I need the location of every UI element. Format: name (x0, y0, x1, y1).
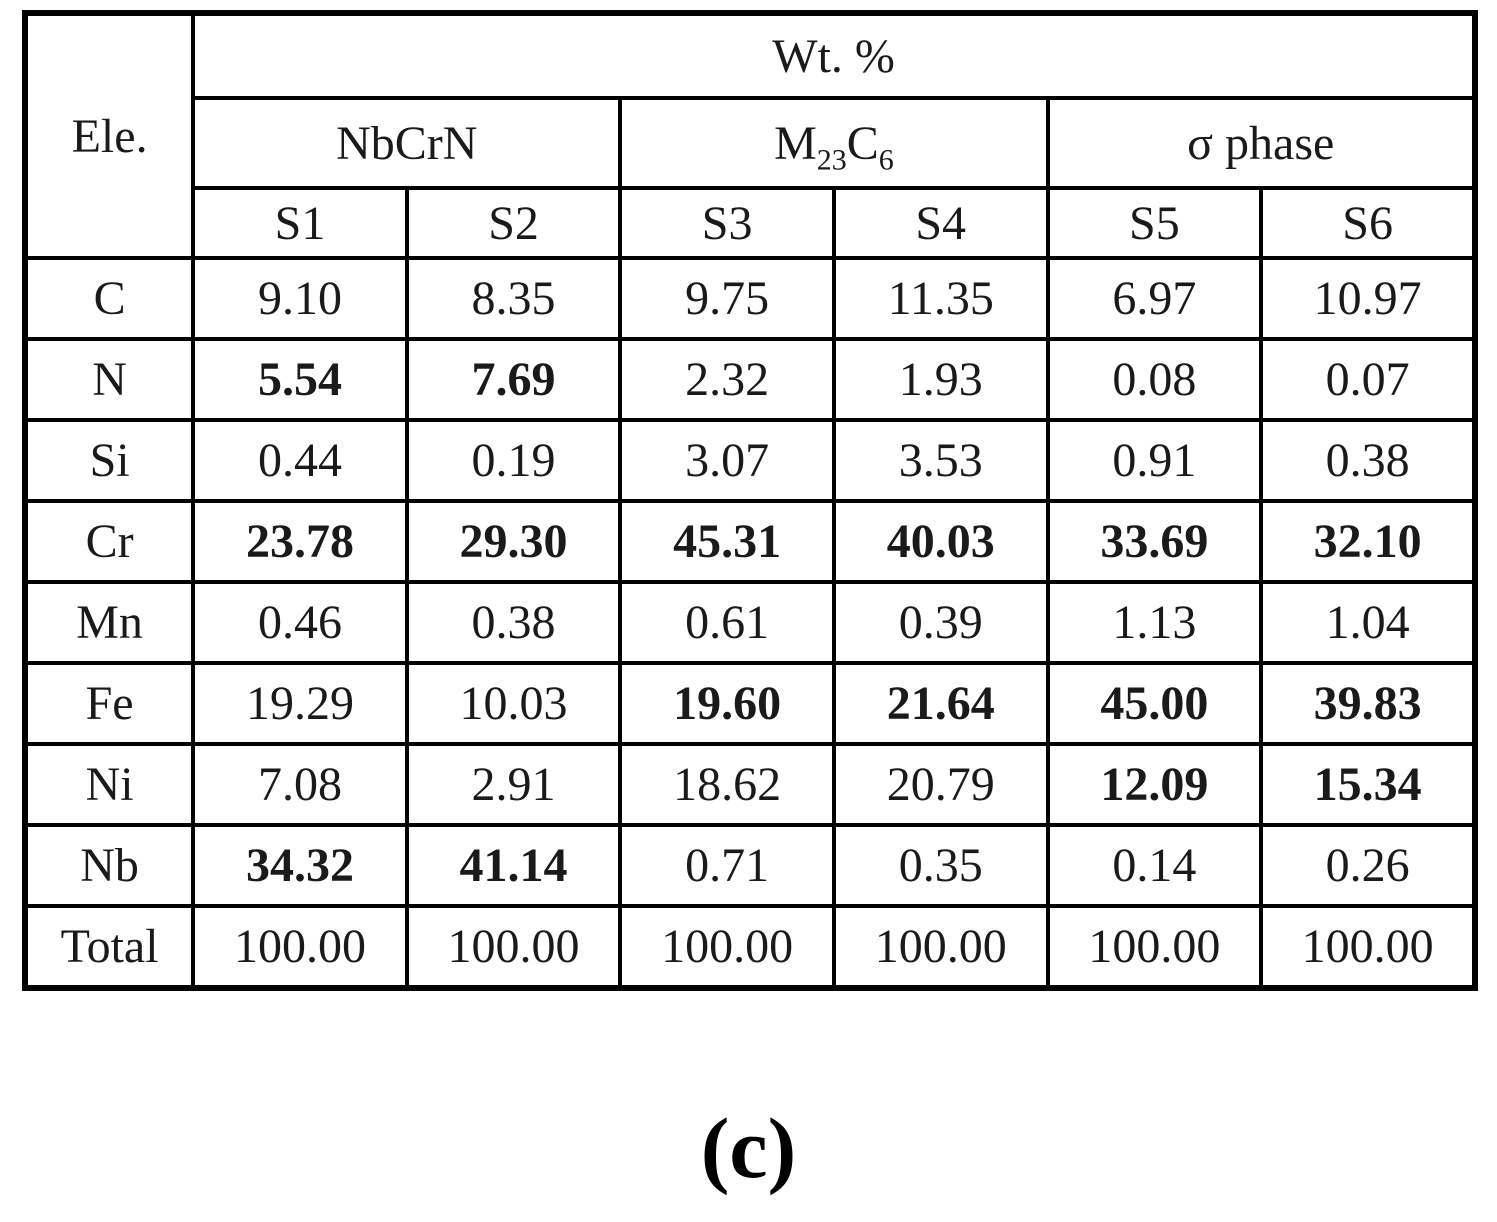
value-cell: 9.75 (618, 256, 836, 341)
value-cell: 0.35 (831, 823, 1050, 908)
phase-header-sigma: σ phase (1045, 96, 1477, 190)
value-cell: 33.69 (1045, 499, 1264, 584)
value-cell: 0.38 (404, 580, 623, 665)
value-cell: 100.00 (618, 904, 836, 990)
value-cell: 45.00 (1045, 661, 1264, 746)
value-cell: 0.07 (1259, 337, 1477, 422)
table-row: Nb 34.32 41.14 0.71 0.35 0.14 0.26 (22, 823, 1477, 908)
phase-header-m23c6: M23C6 (618, 96, 1050, 190)
value-cell: 0.61 (618, 580, 836, 665)
value-cell: 100.00 (1259, 904, 1477, 990)
phase-header-nbcrn: NbCrN (191, 96, 623, 190)
phase-c-subscript: 6 (878, 143, 894, 177)
value-cell: 11.35 (831, 256, 1050, 341)
element-label: C (22, 256, 196, 341)
value-cell: 7.69 (404, 337, 623, 422)
value-cell: 34.32 (191, 823, 409, 908)
value-cell: 12.09 (1045, 742, 1264, 827)
table-row: Cr 23.78 29.30 45.31 40.03 33.69 32.10 (22, 499, 1477, 584)
value-cell: 19.60 (618, 661, 836, 746)
composition-table: Ele. Wt. % NbCrN M23C6 σ phase S1 S2 S3 … (22, 10, 1478, 991)
element-column-header: Ele. (22, 11, 196, 260)
phase-c-base: C (846, 116, 879, 170)
value-cell: 0.19 (404, 418, 623, 503)
phase-m-subscript: 23 (816, 143, 847, 177)
element-label: Fe (22, 661, 196, 746)
table-row: N 5.54 7.69 2.32 1.93 0.08 0.07 (22, 337, 1477, 422)
value-cell: 45.31 (618, 499, 836, 584)
element-label: Nb (22, 823, 196, 908)
table-row: Mn 0.46 0.38 0.61 0.39 1.13 1.04 (22, 580, 1477, 665)
sample-header-s4: S4 (831, 186, 1050, 260)
element-label: Total (22, 904, 196, 990)
value-cell: 10.97 (1259, 256, 1477, 341)
value-cell: 0.26 (1259, 823, 1477, 908)
value-cell: 21.64 (831, 661, 1050, 746)
value-cell: 3.07 (618, 418, 836, 503)
value-cell: 0.44 (191, 418, 409, 503)
table-row: Si 0.44 0.19 3.07 3.53 0.91 0.38 (22, 418, 1477, 503)
value-cell: 15.34 (1259, 742, 1477, 827)
element-label: Cr (22, 499, 196, 584)
value-cell: 5.54 (191, 337, 409, 422)
value-cell: 0.38 (1259, 418, 1477, 503)
table-row: Fe 19.29 10.03 19.60 21.64 45.00 39.83 (22, 661, 1477, 746)
value-cell: 6.97 (1045, 256, 1264, 341)
value-cell: 10.03 (404, 661, 623, 746)
value-cell: 9.10 (191, 256, 409, 341)
element-label: N (22, 337, 196, 422)
value-cell: 8.35 (404, 256, 623, 341)
value-cell: 100.00 (1045, 904, 1264, 990)
element-label: Mn (22, 580, 196, 665)
value-cell: 2.32 (618, 337, 836, 422)
value-cell: 29.30 (404, 499, 623, 584)
value-cell: 0.91 (1045, 418, 1264, 503)
header-row-wt: Ele. Wt. % (22, 11, 1477, 260)
sample-header-s2: S2 (404, 186, 623, 260)
value-cell: 3.53 (831, 418, 1050, 503)
value-cell: 1.93 (831, 337, 1050, 422)
value-cell: 7.08 (191, 742, 409, 827)
value-cell: 23.78 (191, 499, 409, 584)
value-cell: 40.03 (831, 499, 1050, 584)
header-row-samples: S1 S2 S3 S4 S5 S6 (25, 186, 1477, 260)
sample-header-s1: S1 (191, 186, 409, 260)
value-cell: 0.39 (831, 580, 1050, 665)
sample-header-s3: S3 (618, 186, 836, 260)
value-cell: 100.00 (831, 904, 1050, 990)
subfigure-caption: (c) (700, 1100, 797, 1196)
element-label: Ni (22, 742, 196, 827)
value-cell: 0.14 (1045, 823, 1264, 908)
table-row: Ni 7.08 2.91 18.62 20.79 12.09 15.34 (22, 742, 1477, 827)
value-cell: 39.83 (1259, 661, 1477, 746)
value-cell: 18.62 (618, 742, 836, 827)
value-cell: 41.14 (404, 823, 623, 908)
value-cell: 0.08 (1045, 337, 1264, 422)
value-cell: 2.91 (404, 742, 623, 827)
value-cell: 100.00 (191, 904, 409, 990)
sample-header-s5: S5 (1045, 186, 1264, 260)
table-row: Total 100.00 100.00 100.00 100.00 100.00 100.0… (22, 904, 1477, 990)
table-row: C 9.10 8.35 9.75 11.35 6.97 10.97 (22, 256, 1477, 341)
header-row-phases: NbCrN M23C6 σ phase (25, 96, 1477, 190)
value-cell: 19.29 (191, 661, 409, 746)
phase-m-base: M (774, 116, 817, 170)
value-cell: 100.00 (404, 904, 623, 990)
value-cell: 0.71 (618, 823, 836, 908)
value-cell: 32.10 (1259, 499, 1477, 584)
value-cell: 1.13 (1045, 580, 1264, 665)
value-cell: 20.79 (831, 742, 1050, 827)
sample-header-s6: S6 (1259, 186, 1477, 260)
wt-percent-header: Wt. % (191, 11, 1477, 100)
value-cell: 1.04 (1259, 580, 1477, 665)
value-cell: 0.46 (191, 580, 409, 665)
element-label: Si (22, 418, 196, 503)
